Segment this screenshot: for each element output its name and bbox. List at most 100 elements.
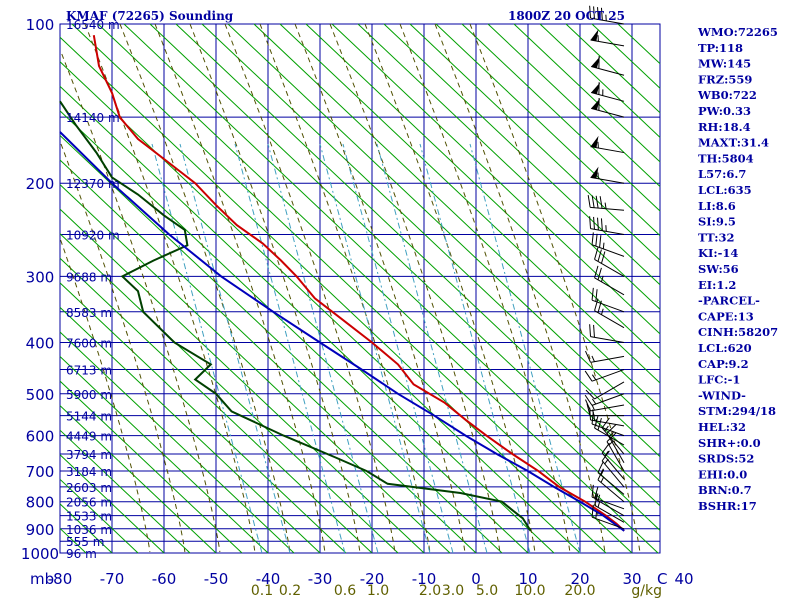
index-value: LFC:-1: [698, 373, 740, 387]
wind-barb-staff: [591, 393, 625, 406]
valid-time: 1800Z 20 OCT 25: [508, 9, 625, 23]
wind-barb-feather: [600, 218, 603, 231]
temperature-line: [92, 35, 625, 532]
mixing-ratio-label: 0.6: [334, 583, 356, 599]
wind-barb-half-feather: [591, 404, 595, 411]
axis-labels: 0.1 0.2 0.6 1.0 2.0 3.0 5.0 10.0 20.010020030040…: [21, 16, 694, 599]
height-label: 3184 m: [66, 465, 112, 479]
height-label: 8583 m: [66, 306, 112, 320]
wind-barb-feather: [591, 411, 594, 425]
height-label: 1036 m: [66, 523, 112, 537]
wind-barb: [590, 166, 625, 184]
index-value: SRDS:52: [698, 452, 754, 466]
index-value: WMO:72265: [697, 25, 778, 39]
wind-barb-feather: [600, 7, 603, 21]
wind-barb-feather: [597, 417, 602, 431]
wind-barb-half-feather: [604, 450, 609, 457]
height-label: 5900 m: [66, 388, 112, 402]
height-label: 3794 m: [66, 448, 112, 462]
moist-adiabat: [154, 23, 326, 553]
wind-barb-staff: [591, 107, 625, 118]
index-value: -WIND-: [698, 388, 746, 402]
dry-adiabat: [59, 380, 243, 554]
wind-barb: [594, 247, 625, 277]
wind-barb: [594, 265, 625, 296]
moist-adiabat: [294, 23, 466, 553]
wind-barb-feather: [591, 287, 594, 301]
wind-barb-feather: [606, 432, 617, 442]
index-value: TH:5804: [698, 151, 754, 165]
wind-barb-staff: [591, 516, 625, 530]
dry-adiabat: [59, 528, 87, 554]
wind-barb-staff: [597, 472, 625, 495]
wind-barb-staff: [591, 423, 625, 437]
pressure-label: 400: [26, 334, 55, 352]
wind-barb-feather: [594, 415, 599, 429]
dry-adiabat: [461, 23, 661, 212]
wind-barb-staff: [591, 65, 625, 76]
mixing-ratio-line: [342, 143, 454, 554]
wind-barb-staff: [606, 441, 625, 472]
pressure-label: 1000: [21, 545, 59, 563]
moist-adiabat: [119, 23, 291, 553]
dry-adiabat: [409, 23, 661, 261]
wind-barb-staff: [601, 452, 625, 480]
height-label: 10920 m: [66, 229, 120, 243]
index-value: CINH:58207: [698, 325, 778, 339]
dry-adiabat: [59, 429, 191, 554]
wind-barb: [591, 232, 625, 257]
index-value: -PARCEL-: [698, 294, 760, 308]
height-label: 9688 m: [66, 270, 112, 284]
wind-barb-feather: [601, 251, 606, 264]
wind-barb: [594, 298, 625, 329]
dry-adiabat: [331, 23, 661, 335]
wind-barb: [601, 450, 625, 488]
temperature-tick-label: -30: [308, 570, 333, 588]
wind-barb-feather: [589, 216, 592, 229]
wind-barb: [584, 369, 625, 382]
dry-adiabat: [513, 23, 661, 163]
moist-adiabat: [61, 53, 221, 553]
wind-barb-feather: [595, 195, 599, 209]
dry-adiabat: [487, 23, 661, 187]
wind-barb-feather: [584, 394, 593, 406]
wind-barb-feather: [594, 493, 599, 506]
dry-adiabat: [59, 233, 399, 554]
parcel-line: [59, 131, 625, 532]
height-label: 2603 m: [66, 481, 112, 495]
wind-barb-staff: [594, 258, 625, 277]
wind-barb-feather: [597, 249, 602, 262]
index-value: SHR+:0.0: [698, 436, 761, 450]
wind-barb-flag: [590, 29, 599, 42]
wind-barb: [585, 350, 625, 363]
wind-barb-half-feather: [600, 469, 605, 476]
wind-barb-staff: [590, 355, 625, 363]
wind-barb: [591, 82, 625, 102]
isobar-isotherm-grid: [59, 23, 661, 554]
wind-barb-feather: [594, 486, 599, 499]
moist-adiabat: [399, 23, 571, 553]
wind-barb-feather: [593, 216, 595, 230]
dry-adiabat: [59, 85, 555, 554]
moist-adiabat: [364, 23, 536, 553]
temperature-tick-label: 10: [518, 570, 537, 588]
height-label: 2056 m: [66, 496, 112, 510]
mixing-ratio-label: 0.1: [251, 583, 273, 599]
wind-barb-feather: [593, 324, 595, 338]
moist-adiabat: [469, 23, 641, 553]
wind-barb: [591, 56, 625, 76]
index-value: CAP:9.2: [698, 357, 749, 371]
wind-barb-feather: [595, 289, 598, 302]
moist-adiabat: [259, 23, 431, 553]
wind-barb-staff: [590, 336, 625, 343]
wind-barb-feather: [591, 232, 594, 245]
chart-title: KMAF (72265) Sounding: [66, 9, 234, 23]
height-label: 555 m: [66, 535, 104, 549]
moist-adiabat: [329, 23, 501, 553]
dry-adiabat: [59, 405, 217, 554]
wind-barb: [589, 216, 625, 236]
wind-barb-staff: [590, 146, 625, 154]
wind-barb-feather: [597, 461, 604, 473]
wind-barb-feather: [597, 217, 599, 231]
